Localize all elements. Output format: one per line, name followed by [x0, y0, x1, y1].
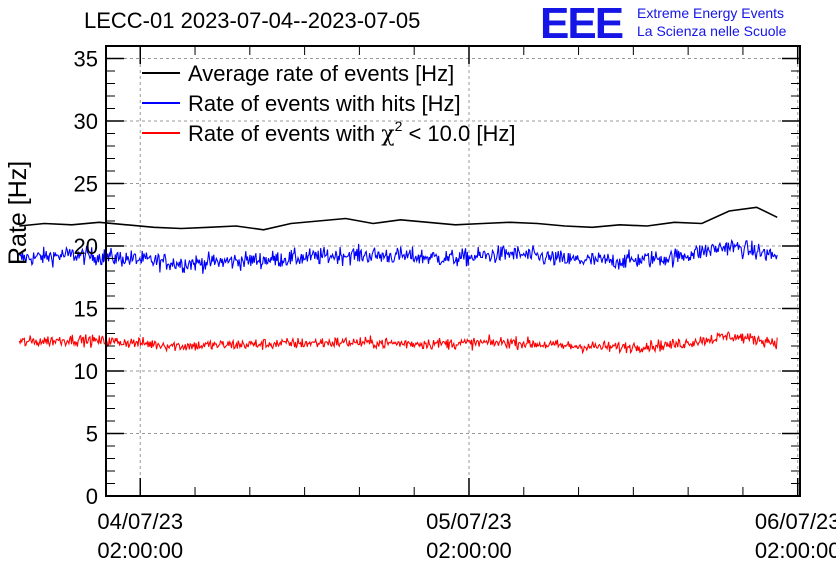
x-tick-label-time: 02:00:00 — [97, 538, 183, 563]
x-tick-label-time: 02:00:00 — [426, 538, 512, 563]
y-tick-label: 10 — [74, 359, 98, 384]
y-tick-label: 25 — [74, 172, 98, 197]
x-tick-label-time: 02:00:00 — [755, 538, 836, 563]
x-axis: 04/07/23 02:00:00 05/07/23 02:00:00 06/07/23… — [97, 46, 836, 563]
series-line-2 — [18, 331, 778, 355]
legend-label: Average rate of events [Hz] — [188, 61, 454, 86]
grid-lines — [106, 46, 800, 496]
legend-label: Rate of events with χ2 < 10.0 [Hz] — [188, 118, 515, 147]
chart-title: LECC-01 2023-07-04--2023-07-05 — [84, 8, 421, 33]
y-tick-label: 5 — [86, 422, 98, 447]
eee-logo-caption: Extreme Energy Events La Scienza nelle S… — [637, 4, 786, 40]
y-axis: 0 5 10 15 20 25 30 35 — [74, 45, 800, 509]
legend-label: Rate of events with hits [Hz] — [188, 91, 461, 116]
series-group — [18, 206, 778, 355]
eee-logo: EEE — [540, 0, 624, 48]
y-axis-label: Rate [Hz] — [4, 160, 32, 265]
logo-line-1: Extreme Energy Events — [637, 5, 785, 21]
x-tick-label-date: 05/07/23 — [426, 509, 512, 534]
y-tick-label: 20 — [74, 234, 98, 259]
series-line-1 — [18, 238, 778, 274]
legend: Average rate of events [Hz] Rate of event… — [142, 61, 515, 147]
x-tick-label-date: 06/07/23 — [755, 509, 836, 534]
series-line-0 — [19, 206, 778, 231]
y-tick-label: 15 — [74, 297, 98, 322]
x-tick-label-date: 04/07/23 — [97, 509, 183, 534]
y-tick-label: 0 — [86, 484, 98, 509]
y-tick-label: 30 — [74, 109, 98, 134]
logo-line-2: La Scienza nelle Scuole — [637, 23, 787, 39]
y-tick-label: 35 — [74, 47, 98, 72]
